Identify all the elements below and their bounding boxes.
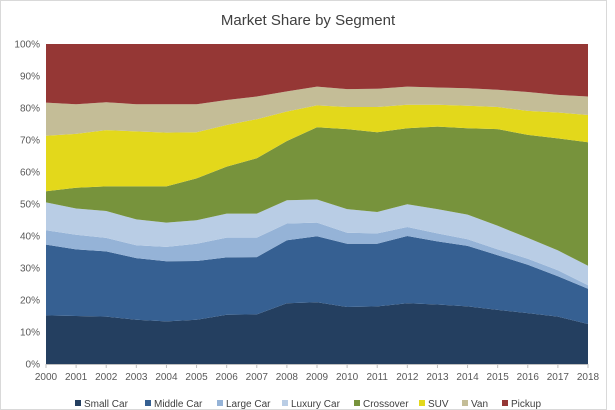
chart-title: Market Share by Segment bbox=[221, 12, 396, 29]
area-suv bbox=[46, 104, 588, 192]
legend-item: Pickup bbox=[502, 399, 541, 410]
legend-swatch bbox=[354, 400, 360, 406]
y-tick-label: 80% bbox=[20, 104, 40, 115]
legend-item: Crossover bbox=[354, 399, 409, 410]
x-tick-label: 2015 bbox=[487, 372, 510, 383]
legend-item: SUV bbox=[419, 399, 449, 410]
area-middle-car bbox=[46, 236, 588, 324]
y-tick-label: 40% bbox=[20, 232, 40, 243]
x-tick-label: 2017 bbox=[547, 372, 570, 383]
legend-swatch bbox=[502, 400, 508, 406]
legend-swatch bbox=[282, 400, 288, 406]
y-tick-label: 70% bbox=[20, 136, 40, 147]
x-tick-label: 2012 bbox=[396, 372, 419, 383]
x-tick-label: 2013 bbox=[426, 372, 449, 383]
plot-area bbox=[46, 44, 588, 364]
legend-label: Luxury Car bbox=[291, 399, 341, 410]
x-tick-label: 2014 bbox=[456, 372, 479, 383]
legend-label: Pickup bbox=[511, 399, 541, 410]
legend: Small Car Middle Car Large Car Luxury Car Cr… bbox=[75, 399, 541, 410]
area-large-car bbox=[46, 222, 588, 289]
legend-swatch bbox=[419, 400, 425, 406]
legend-item: Small Car bbox=[75, 399, 129, 410]
axes: 0% 10% 20% 30% 40% 50% 60% 70% 80% 90% 100% 2000 200… bbox=[14, 40, 599, 384]
x-tick-label: 2003 bbox=[125, 372, 148, 383]
x-tick-label: 2008 bbox=[276, 372, 299, 383]
legend-item: Van bbox=[462, 399, 488, 410]
area-luxury-car bbox=[46, 199, 588, 286]
legend-item: Luxury Car bbox=[282, 399, 341, 410]
y-tick-label: 20% bbox=[20, 296, 40, 307]
y-tick-label: 10% bbox=[20, 328, 40, 339]
legend-swatch bbox=[462, 400, 468, 406]
legend-label: Large Car bbox=[226, 399, 271, 410]
x-tick-label: 2009 bbox=[306, 372, 329, 383]
y-tick-label: 90% bbox=[20, 72, 40, 83]
x-tick-label: 2010 bbox=[336, 372, 359, 383]
x-tick-label: 2006 bbox=[216, 372, 239, 383]
area-pickup bbox=[46, 44, 588, 105]
legend-swatch bbox=[75, 400, 81, 406]
area-small-car bbox=[46, 302, 588, 364]
x-tick-label: 2007 bbox=[246, 372, 269, 383]
x-tick-label: 2000 bbox=[35, 372, 58, 383]
x-tick-label: 2005 bbox=[185, 372, 208, 383]
x-tick-label: 2001 bbox=[65, 372, 88, 383]
y-tick-label: 50% bbox=[20, 200, 40, 211]
legend-swatch bbox=[145, 400, 151, 406]
y-tick-label: 60% bbox=[20, 168, 40, 179]
legend-item: Middle Car bbox=[145, 399, 203, 410]
y-tick-label: 0% bbox=[26, 360, 41, 371]
area-crossover bbox=[46, 126, 588, 266]
legend-swatch bbox=[217, 400, 223, 406]
y-tick-label: 30% bbox=[20, 264, 40, 275]
legend-label: Middle Car bbox=[154, 399, 203, 410]
x-tick-label: 2011 bbox=[366, 372, 388, 383]
legend-label: Small Car bbox=[84, 399, 129, 410]
x-tick-label: 2004 bbox=[155, 372, 178, 383]
x-tick-label: 2002 bbox=[95, 372, 118, 383]
legend-label: SUV bbox=[428, 399, 449, 410]
y-tick-label: 100% bbox=[14, 40, 40, 51]
legend-label: Van bbox=[471, 399, 488, 410]
area-van bbox=[46, 86, 588, 136]
x-tick-label: 2016 bbox=[517, 372, 540, 383]
legend-item: Large Car bbox=[217, 399, 271, 410]
x-tick-label: 2018 bbox=[577, 372, 600, 383]
legend-label: Crossover bbox=[363, 399, 409, 410]
